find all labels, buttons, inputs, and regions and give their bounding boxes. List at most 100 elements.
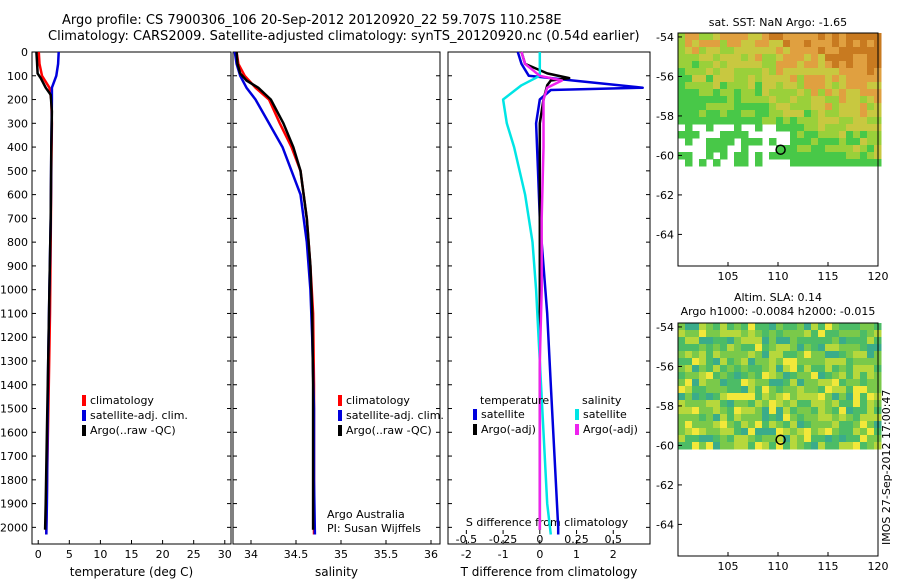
- sla-map-cell: [713, 393, 721, 401]
- sst-map-cell: [713, 47, 721, 55]
- sst-map-cell: [818, 33, 826, 41]
- sst-map-cell: [825, 145, 833, 153]
- sst-map-cell: [699, 75, 707, 83]
- sst-map-cell: [783, 145, 791, 153]
- sst-map-cell: [776, 145, 784, 153]
- sla-map-cell: [860, 344, 868, 352]
- sla-map-cell: [734, 330, 742, 338]
- sla-map-cell: [804, 358, 812, 366]
- sla-map-cell: [790, 372, 798, 380]
- sst-map-cell: [727, 89, 735, 97]
- sla-map-cell: [755, 337, 763, 345]
- sst-map-cell: [692, 103, 700, 111]
- sla-map-ytick-label: -58: [656, 400, 674, 413]
- sst-map-cell: [832, 138, 840, 146]
- sla-map-cell: [699, 330, 707, 338]
- sst-map-cell: [748, 110, 756, 118]
- sla-map-cell: [825, 386, 833, 394]
- sla-map-cell: [776, 407, 784, 415]
- sst-map-cell: [769, 54, 777, 62]
- sst-map-cell: [818, 145, 826, 153]
- sla-map-cell: [762, 330, 770, 338]
- sst-map-cell: [790, 61, 798, 69]
- sla-map-cell: [748, 442, 756, 450]
- sst-map-cell: [706, 82, 714, 90]
- sst-map-cell: [811, 110, 819, 118]
- sla-map-cell: [853, 351, 861, 359]
- sst-map-cell: [860, 68, 868, 76]
- sst-map-cell: [727, 82, 735, 90]
- legend-satellite-label: satellite-adj. clim.: [346, 409, 444, 422]
- sst-map-cell: [839, 40, 847, 48]
- sla-map-cell: [860, 372, 868, 380]
- temperature-profile-ytick-label: 0: [21, 46, 28, 59]
- credit-label: IMOS 27-Sep-2012 17:00:47: [880, 389, 893, 545]
- sst-map-cell: [748, 82, 756, 90]
- sla-map-cell: [832, 386, 840, 394]
- sla-map-cell: [678, 400, 686, 408]
- sla-map-cell: [853, 407, 861, 415]
- sla-map-cell: [727, 414, 735, 422]
- sla-map-cell: [776, 358, 784, 366]
- sst-map-cell: [748, 89, 756, 97]
- sla-map-cell: [790, 344, 798, 352]
- sla-map-cell: [755, 365, 763, 373]
- sla-map-cell: [811, 393, 819, 401]
- sla-map-cell: [692, 407, 700, 415]
- sla-map-cell: [678, 393, 686, 401]
- sla-map-cell: [699, 351, 707, 359]
- sla-map-cell: [699, 372, 707, 380]
- sla-map-cell: [853, 337, 861, 345]
- sst-map-cell: [825, 159, 833, 167]
- sst-map-cell: [790, 103, 798, 111]
- sla-map-cell: [720, 330, 728, 338]
- sst-map-cell: [790, 47, 798, 55]
- sst-map-cell: [720, 152, 728, 160]
- salinity-profile-xtick-label: 34: [244, 548, 258, 561]
- sla-map-cell: [762, 435, 770, 443]
- sla-map-cell: [867, 407, 875, 415]
- sla-map-argo-marker: [775, 434, 786, 445]
- sst-map-cell: [846, 110, 854, 118]
- sla-map-cell: [727, 393, 735, 401]
- temperature-profile-xtick-label: 10: [93, 548, 107, 561]
- sst-map-cell: [797, 75, 805, 83]
- sst-map-cell: [860, 131, 868, 139]
- sst-map-cell: [825, 152, 833, 160]
- sst-map-cell: [720, 145, 728, 153]
- sst-map-cell: [783, 152, 791, 160]
- sla-map-cell: [685, 400, 693, 408]
- sst-map-cell: [804, 33, 812, 41]
- sst-map-cell: [818, 131, 826, 139]
- sla-map-cell: [867, 365, 875, 373]
- sla-map-cell: [706, 400, 714, 408]
- sla-map-cell: [678, 351, 686, 359]
- sst-map-cell: [769, 33, 777, 41]
- sla-map-cell: [755, 358, 763, 366]
- sst-map-cell: [853, 82, 861, 90]
- sla-map-cell: [811, 435, 819, 443]
- sst-map-ytick-label: -56: [656, 70, 674, 83]
- sst-map-cell: [755, 82, 763, 90]
- sla-map-cell: [741, 421, 749, 429]
- sla-map-cell: [748, 344, 756, 352]
- sst-map-cell: [832, 68, 840, 76]
- sla-map-cell: [783, 330, 791, 338]
- sla-map-cell: [839, 393, 847, 401]
- legend-argo-label: Argo(..raw -QC): [346, 424, 432, 437]
- sst-map-cell: [727, 40, 735, 48]
- sla-map-cell: [811, 351, 819, 359]
- sst-map-cell: [832, 96, 840, 104]
- sla-map-cell: [748, 428, 756, 436]
- sst-map-cell: [853, 33, 861, 41]
- sst-map-cell: [839, 68, 847, 76]
- sst-map-cell: [776, 75, 784, 83]
- sst-map-cell: [692, 82, 700, 90]
- sla-map-cell: [678, 435, 686, 443]
- sst-map-cell: [811, 159, 819, 167]
- sst-map-cell: [867, 47, 875, 55]
- sla-map-cell: [867, 393, 875, 401]
- sst-map-cell: [804, 68, 812, 76]
- sla-map-cell: [818, 400, 826, 408]
- sst-map-cell: [811, 124, 819, 132]
